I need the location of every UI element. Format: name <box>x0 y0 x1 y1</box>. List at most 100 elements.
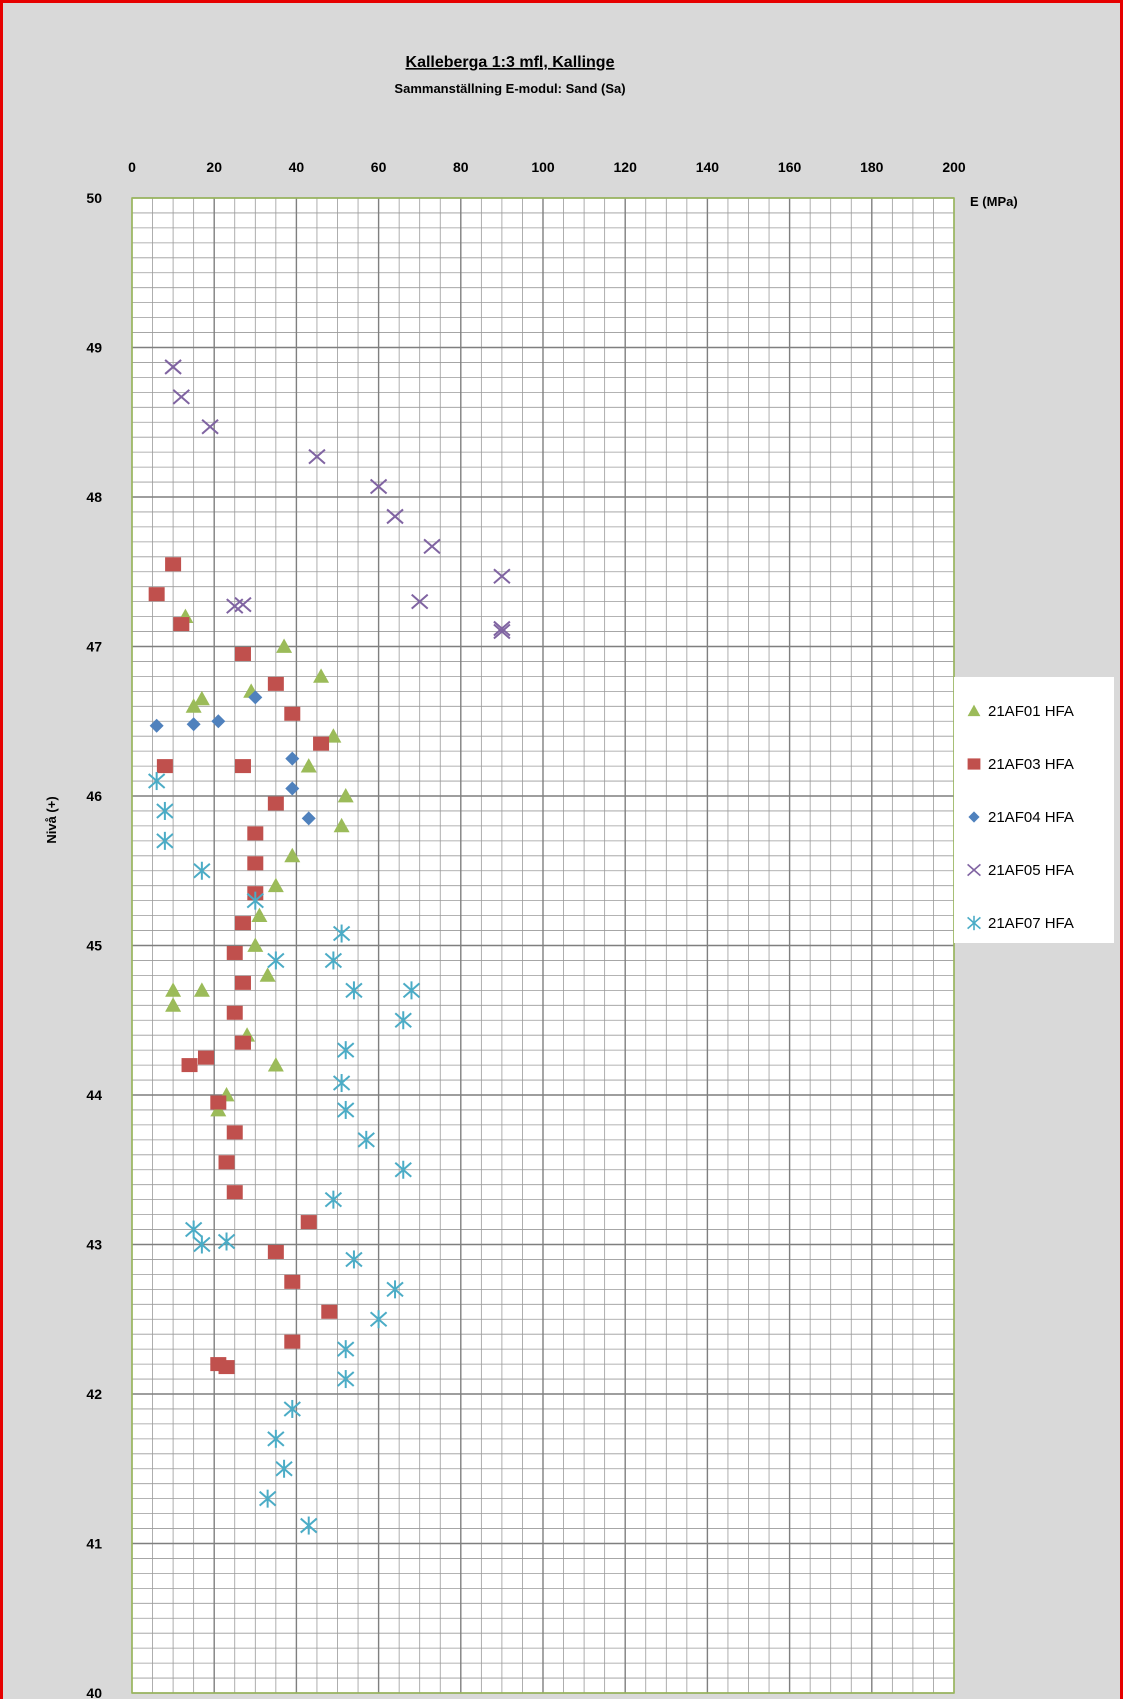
x-tick-label: 180 <box>860 159 884 175</box>
legend-item: 21AF03 HFA <box>967 756 1074 773</box>
data-point <box>301 811 316 826</box>
legend-marker <box>967 704 981 717</box>
legend-item: 21AF07 HFA <box>967 915 1074 932</box>
data-point <box>234 1035 251 1050</box>
data-point <box>411 593 429 610</box>
data-point <box>285 781 300 796</box>
data-point <box>197 1050 214 1065</box>
y-tick-label: 48 <box>86 489 102 505</box>
data-point <box>313 736 330 751</box>
data-point <box>164 359 182 375</box>
y-tick-label: 41 <box>86 1536 102 1552</box>
data-point <box>333 817 350 833</box>
x-tick-label: 60 <box>371 159 387 175</box>
chart-subtitle: Sammanställning E-modul: Sand (Sa) <box>394 81 625 96</box>
data-point <box>267 1429 285 1448</box>
data-point <box>300 758 317 773</box>
data-point <box>193 1235 211 1254</box>
data-point <box>201 418 219 435</box>
data-point <box>284 1334 301 1349</box>
x-tick-label: 160 <box>778 159 802 175</box>
data-point <box>300 1516 318 1535</box>
data-point <box>267 796 284 811</box>
data-point <box>284 706 301 721</box>
data-point <box>226 1005 243 1020</box>
legend-marker <box>967 758 981 770</box>
data-point <box>337 1041 355 1060</box>
y-tick-label: 49 <box>86 340 102 356</box>
data-points <box>148 359 511 1535</box>
data-point <box>234 596 252 613</box>
data-point <box>308 448 326 465</box>
legend-marker <box>967 863 981 877</box>
data-point <box>394 1011 412 1030</box>
data-point <box>345 1250 363 1269</box>
data-point <box>324 951 343 970</box>
data-point <box>218 1155 235 1170</box>
data-point <box>313 668 330 683</box>
series-4 <box>164 359 511 640</box>
data-point <box>337 788 354 803</box>
data-point <box>357 1130 375 1149</box>
x-tick-label: 20 <box>206 159 222 175</box>
data-point <box>226 945 243 960</box>
data-point <box>267 951 285 970</box>
data-point <box>493 623 511 640</box>
data-point <box>210 1095 227 1110</box>
data-point <box>324 1190 343 1209</box>
y-tick-label: 44 <box>86 1087 102 1103</box>
data-point <box>402 981 421 1000</box>
data-point <box>156 831 174 850</box>
x-tick-label: 140 <box>696 159 720 175</box>
legend-marker <box>967 915 981 931</box>
data-point <box>184 1220 203 1239</box>
legend-item: 21AF04 HFA <box>968 809 1074 826</box>
data-point <box>217 1232 236 1251</box>
x-tick-label: 200 <box>942 159 966 175</box>
y-axis-ticks: 40 41 42 43 44 45 46 47 48 49 50 <box>86 190 102 1699</box>
data-point <box>149 718 164 733</box>
data-point <box>165 982 182 997</box>
x-tick-label: 80 <box>453 159 469 175</box>
legend-item: 21AF05 HFA <box>967 862 1074 879</box>
y-tick-label: 40 <box>86 1685 102 1699</box>
x-tick-label: 100 <box>531 159 555 175</box>
data-point <box>493 620 511 637</box>
data-point <box>325 728 342 743</box>
legend-item: 21AF01 HFA <box>967 703 1074 720</box>
data-point <box>181 1058 198 1073</box>
data-point <box>251 907 268 922</box>
legend-label: 21AF04 HFA <box>988 809 1074 826</box>
data-point <box>156 759 173 774</box>
data-point <box>226 1185 243 1200</box>
data-point <box>165 997 182 1012</box>
data-point <box>267 877 284 893</box>
y-tick-label: 45 <box>86 938 102 954</box>
y-tick-label: 50 <box>86 190 102 206</box>
data-point <box>283 1399 301 1418</box>
legend: 21AF01 HFA 21AF03 HFA 21AF04 HFA 21AF05 HFA… <box>954 677 1114 943</box>
data-point <box>267 1057 284 1072</box>
data-point <box>337 1100 355 1119</box>
data-point <box>247 856 264 871</box>
data-point <box>267 676 284 691</box>
data-point <box>300 1215 317 1230</box>
data-point <box>247 826 264 841</box>
data-point <box>173 617 190 632</box>
y-axis-label: Nivå (+) <box>44 796 59 843</box>
data-point <box>332 1074 351 1093</box>
data-point <box>284 1274 301 1289</box>
data-point <box>234 916 251 931</box>
data-point <box>226 1125 243 1140</box>
data-point <box>386 508 404 525</box>
data-point <box>248 690 263 705</box>
y-tick-label: 43 <box>86 1237 102 1253</box>
data-point <box>193 690 210 706</box>
data-point <box>218 1360 235 1375</box>
legend-label: 21AF07 HFA <box>988 915 1074 932</box>
data-point <box>267 1244 284 1259</box>
legend-label: 21AF01 HFA <box>988 703 1074 720</box>
data-point <box>234 759 251 774</box>
data-point <box>394 1160 412 1179</box>
